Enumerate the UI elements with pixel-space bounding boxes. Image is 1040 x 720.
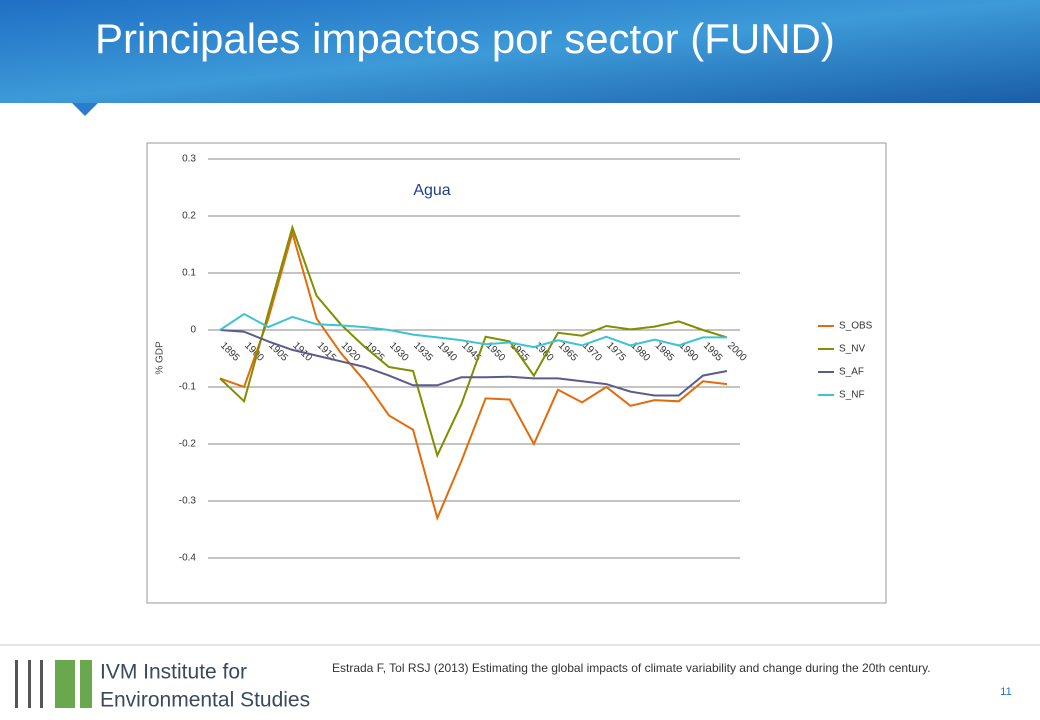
y-tick-label: 0.1 — [182, 268, 196, 279]
y-tick-label: 0 — [190, 325, 196, 336]
y-tick-label: -0.1 — [179, 382, 197, 393]
series-line — [219, 224, 728, 459]
y-tick-label: 0.2 — [182, 211, 196, 222]
logo-text: IVM Institute for — [100, 661, 247, 684]
y-tick-label: -0.2 — [179, 439, 197, 450]
legend-label: S_NF — [839, 390, 865, 401]
slide-title: Principales impactos por sector (FUND) — [95, 15, 835, 62]
logo-bars — [15, 660, 92, 708]
header-band — [0, 0, 1040, 103]
y-tick-label: -0.3 — [179, 496, 197, 507]
y-tick-label: -0.4 — [179, 553, 197, 564]
series-line — [219, 312, 727, 349]
citation: Estrada F, Tol RSJ (2013) Estimating the… — [332, 661, 931, 675]
chart-frame — [146, 142, 887, 604]
logo-text: Environmental Studies — [100, 689, 310, 712]
header-notch — [72, 103, 98, 116]
legend-label: S_OBS — [839, 321, 873, 332]
legend-label: S_AF — [839, 367, 864, 378]
series-line — [219, 229, 728, 522]
legend-label: S_NV — [839, 344, 865, 355]
page-number: 11 — [1000, 686, 1011, 698]
y-tick-label: 0.3 — [182, 154, 196, 165]
chart-title: Agua — [413, 182, 450, 199]
y-axis-label: % GDP — [155, 341, 166, 375]
citation-box: Estrada F, Tol RSJ (2013) Estimating the… — [332, 661, 931, 675]
series-line — [219, 329, 728, 397]
